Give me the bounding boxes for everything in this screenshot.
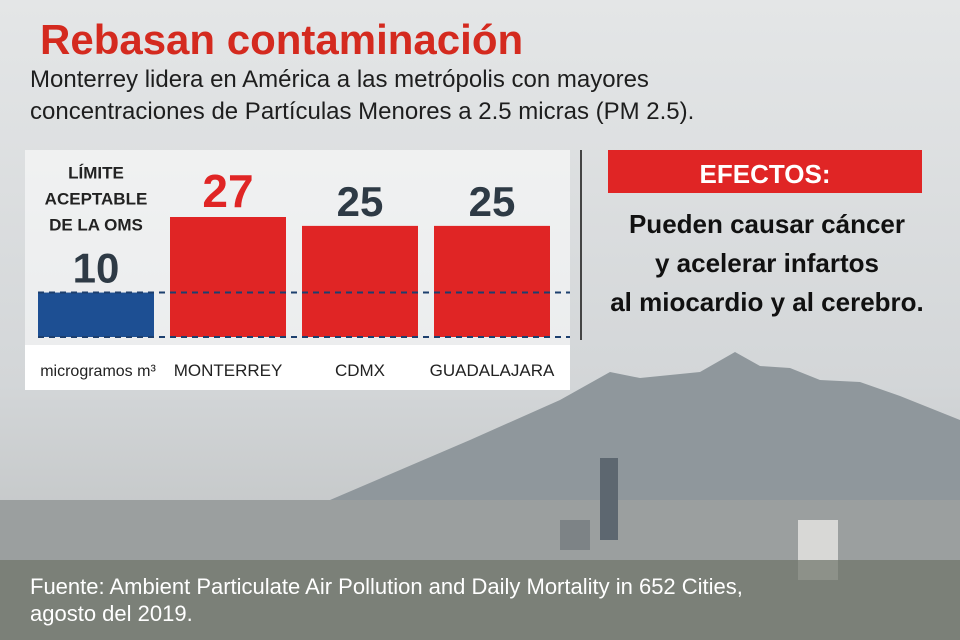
unit-label: microgramos m³ <box>40 363 156 380</box>
bar <box>434 225 550 337</box>
annotation: ACEPTABLE <box>45 190 148 209</box>
trees <box>0 560 960 640</box>
value-label: 27 <box>202 165 253 217</box>
annotation: LÍMITE <box>68 164 124 183</box>
annotation: DE LA OMS <box>49 216 143 235</box>
effects-text: Pueden causar cáncer <box>629 209 905 239</box>
tower <box>600 458 618 540</box>
bar <box>302 225 418 337</box>
x-tick-label: CDMX <box>335 361 385 380</box>
building <box>560 520 590 550</box>
effects-text: al miocardio y al cerebro. <box>610 287 924 317</box>
subtitle: concentraciones de Partículas Menores a … <box>30 98 694 125</box>
value-label: 25 <box>337 178 384 225</box>
effects-title: EFECTOS: <box>700 159 831 189</box>
source: agosto del 2019. <box>30 601 193 626</box>
bar <box>38 292 154 337</box>
title: Rebasan contaminación <box>40 16 523 63</box>
value-label: 25 <box>469 178 516 225</box>
label-strip <box>25 345 570 390</box>
x-tick-label: MONTERREY <box>174 361 283 380</box>
effects-box <box>608 150 922 193</box>
subtitle: Monterrey lidera en América a las metróp… <box>30 66 649 93</box>
source: Fuente: Ambient Particulate Air Pollutio… <box>30 574 743 599</box>
effects-text: y acelerar infartos <box>655 248 879 278</box>
bar <box>170 217 286 337</box>
x-tick-label: GUADALAJARA <box>430 361 555 380</box>
value-label: 10 <box>73 245 120 292</box>
